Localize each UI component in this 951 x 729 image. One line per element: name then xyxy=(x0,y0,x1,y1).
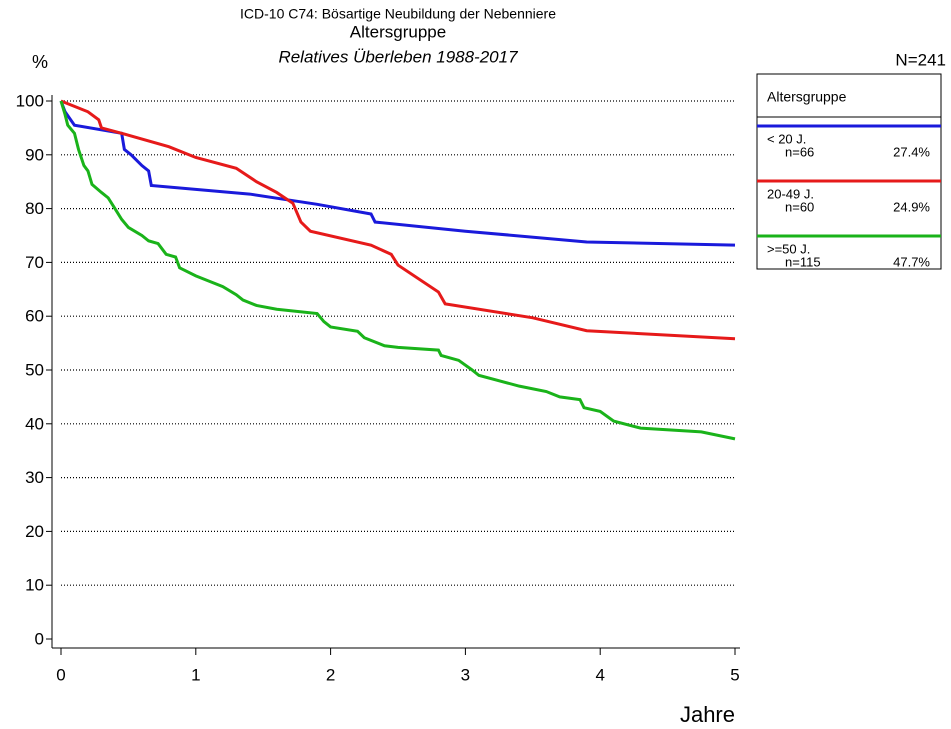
y-tick-label: 90 xyxy=(25,145,44,164)
survival-line xyxy=(59,100,736,441)
y-tick-label: 80 xyxy=(25,199,44,218)
legend-share: 47.7% xyxy=(893,254,930,269)
x-tick-label: 4 xyxy=(595,665,604,684)
y-tick-label: 0 xyxy=(35,629,44,648)
y-tick-label: 70 xyxy=(25,253,44,272)
x-tick-label: 2 xyxy=(326,665,335,684)
legend-label: < 20 J. xyxy=(767,131,806,146)
y-tick-label: 60 xyxy=(25,307,44,326)
y-tick-label: 30 xyxy=(25,468,44,487)
y-tick-label: 50 xyxy=(25,360,44,379)
x-tick-label: 3 xyxy=(461,665,470,684)
y-tick-label: 10 xyxy=(25,576,44,595)
x-tick-label: 1 xyxy=(191,665,200,684)
chart-subtitle: Altersgruppe xyxy=(350,22,446,41)
legend-title: Altersgruppe xyxy=(767,89,847,105)
legend-count: n=115 xyxy=(785,254,821,269)
x-axis-label: Jahre xyxy=(680,702,735,727)
legend-share: 24.9% xyxy=(893,199,930,214)
survival-line xyxy=(60,99,736,341)
legend-count: n=66 xyxy=(785,144,814,159)
legend-count: n=60 xyxy=(785,199,814,214)
y-tick-label: 20 xyxy=(25,522,44,541)
chart-title: ICD-10 C74: Bösartige Neubildung der Neb… xyxy=(240,6,556,22)
total-count: N=241 xyxy=(895,50,946,69)
y-axis-label: % xyxy=(32,52,48,72)
survival-line xyxy=(59,100,736,247)
legend-label: 20-49 J. xyxy=(767,186,814,201)
y-tick-label: 100 xyxy=(16,91,44,110)
x-tick-label: 0 xyxy=(56,665,65,684)
chart-subtitle: Relatives Überleben 1988-2017 xyxy=(278,47,518,66)
legend-share: 27.4% xyxy=(893,144,930,159)
legend-label: >=50 J. xyxy=(767,241,810,256)
x-tick-label: 5 xyxy=(730,665,739,684)
y-tick-label: 40 xyxy=(25,414,44,433)
